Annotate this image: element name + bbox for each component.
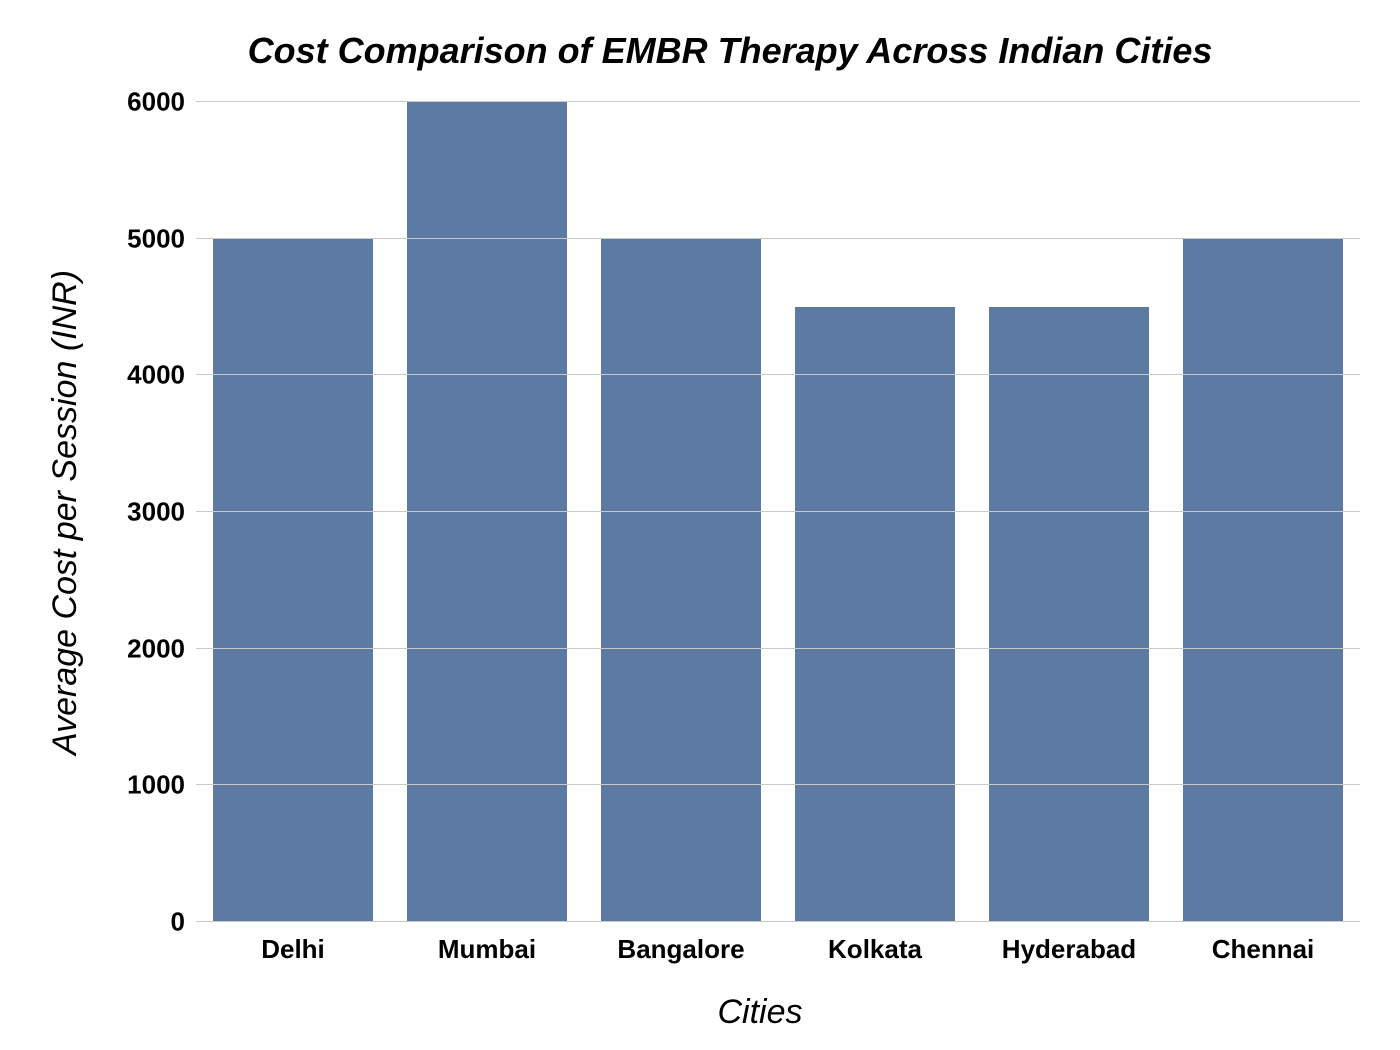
bar-slot — [390, 102, 584, 922]
bar-slot — [196, 102, 390, 922]
x-axis-label: Cities — [160, 993, 1360, 1032]
bar-slot — [972, 102, 1166, 922]
x-tick-label: Hyderabad — [972, 934, 1166, 965]
y-tick-label: 1000 — [127, 770, 185, 801]
gridline — [196, 921, 1360, 922]
x-tick-label: Kolkata — [778, 934, 972, 965]
bar — [989, 307, 1148, 922]
bar — [213, 239, 372, 922]
x-tick-label: Bangalore — [584, 934, 778, 965]
bar — [795, 307, 954, 922]
y-axis-ticks: 0100020003000400050006000 — [85, 102, 195, 922]
plot-area — [195, 102, 1360, 922]
y-tick-label: 3000 — [127, 497, 185, 528]
y-axis-label: Average Cost per Session (INR) — [40, 102, 85, 922]
y-tick-label: 5000 — [127, 223, 185, 254]
y-tick-label: 2000 — [127, 633, 185, 664]
y-tick-label: 0 — [171, 907, 185, 938]
gridline — [196, 784, 1360, 785]
chart-title: Cost Comparison of EMBR Therapy Across I… — [100, 30, 1360, 72]
gridline — [196, 648, 1360, 649]
y-tick-label: 6000 — [127, 87, 185, 118]
bar — [601, 239, 760, 922]
bar — [407, 102, 566, 922]
bar-slot — [778, 102, 972, 922]
x-tick-label: Delhi — [196, 934, 390, 965]
gridline — [196, 374, 1360, 375]
plot-wrap: Average Cost per Session (INR) 010002000… — [40, 102, 1360, 922]
bar — [1183, 239, 1342, 922]
x-axis-ticks: DelhiMumbaiBangaloreKolkataHyderabadChen… — [196, 934, 1360, 965]
chart-container: Cost Comparison of EMBR Therapy Across I… — [0, 0, 1400, 1050]
bars-group — [196, 102, 1360, 922]
y-tick-label: 4000 — [127, 360, 185, 391]
x-tick-label: Mumbai — [390, 934, 584, 965]
x-tick-label: Chennai — [1166, 934, 1360, 965]
gridline — [196, 101, 1360, 102]
gridline — [196, 511, 1360, 512]
gridline — [196, 238, 1360, 239]
bar-slot — [584, 102, 778, 922]
bar-slot — [1166, 102, 1360, 922]
